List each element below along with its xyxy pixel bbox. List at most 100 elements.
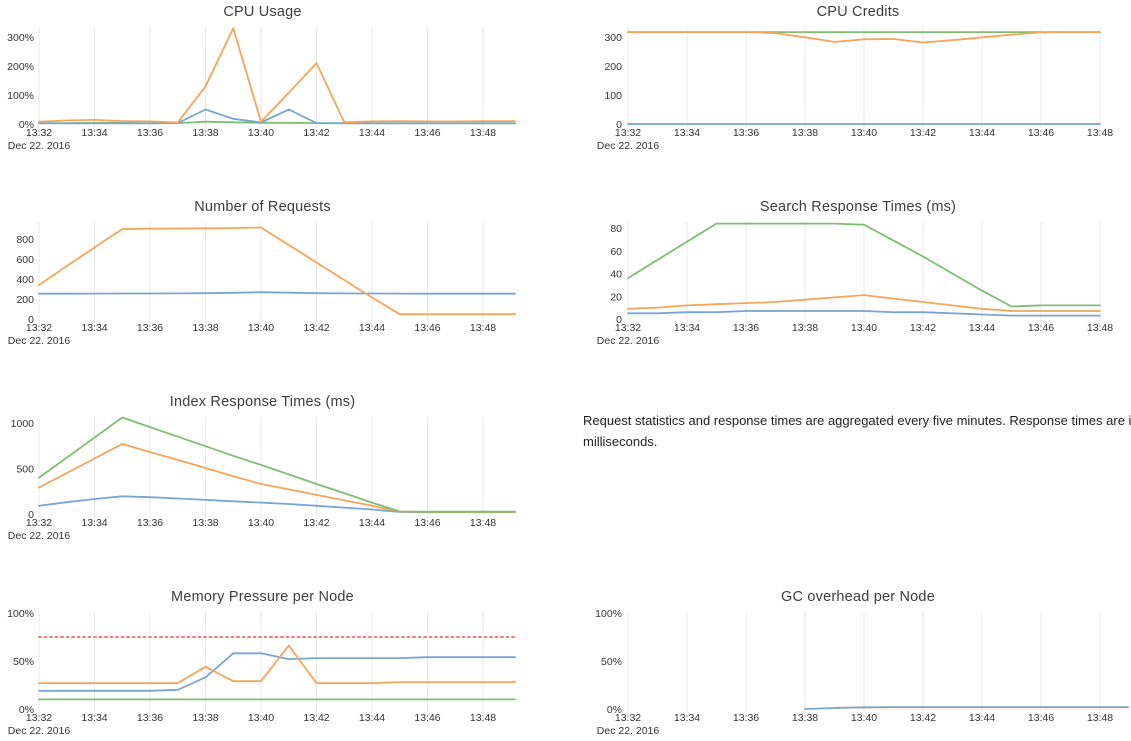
series-blue-line	[38, 108, 516, 125]
x-axis-tick-label: 13:36	[137, 712, 163, 724]
x-axis-tick-label: 13:46	[1028, 322, 1054, 334]
x-axis-date-label: Dec 22. 2016	[8, 725, 71, 737]
series-orange-line	[38, 443, 516, 513]
series-green-line	[38, 416, 516, 513]
y-axis-tick-label: 80	[610, 223, 622, 235]
x-axis-tick-label: 13:40	[248, 322, 274, 334]
x-axis-tick-label: 13:32	[26, 712, 52, 724]
chart-cpu-usage: CPU Usage 0% 100% 200% 300% 13:32 13:34 13:36 13…	[0, 0, 565, 160]
series-orange-line	[38, 644, 516, 684]
x-axis-tick-label: 13:36	[733, 322, 759, 334]
x-axis-tick-label: 13:48	[470, 712, 496, 724]
series-orange-line	[627, 31, 1101, 44]
y-axis-tick-label: 0	[28, 314, 34, 326]
y-axis-tick-label: 800	[16, 234, 34, 246]
plot-area-cpu-usage[interactable]: 0% 100% 200% 300% 13:32 13:34 13:36 13:38 13:40 1…	[0, 0, 565, 160]
x-axis-tick-label: 13:34	[674, 127, 700, 139]
x-axis-tick-label: 13:40	[248, 517, 274, 529]
y-axis-tick-label: 100%	[595, 608, 622, 620]
x-axis-date-label: Dec 22. 2016	[597, 140, 660, 152]
chart-title-cpu-usage: CPU Usage	[223, 4, 302, 20]
chart-search-response-times: Search Response Times (ms) 0 20 40 60 80 13:32…	[565, 195, 1131, 355]
series-blue-line	[38, 495, 516, 514]
x-axis-tick-label: 13:44	[359, 712, 385, 724]
chart-title-memory-pressure-per-node: Memory Pressure per Node	[171, 589, 354, 605]
y-axis-tick-label: 50%	[601, 656, 622, 668]
x-axis-tick-label: 13:48	[1087, 127, 1113, 139]
x-axis-tick-label: 13:38	[192, 712, 218, 724]
chart-title-cpu-credits: CPU Credits	[816, 4, 900, 20]
x-axis-tick-label: 13:36	[733, 127, 759, 139]
y-axis-tick-label: 40	[610, 269, 622, 281]
x-axis-tick-label: 13:32	[26, 517, 52, 529]
y-axis-tick-label: 200%	[7, 61, 34, 73]
x-axis-tick-label: 13:38	[192, 322, 218, 334]
x-axis-tick-label: 13:40	[851, 712, 877, 724]
plot-area-memory-pressure-per-node[interactable]: 0% 50% 100% 13:32 13:34 13:36 13:38 13:40 13:42 1…	[0, 585, 565, 741]
x-axis-tick-label: 13:34	[674, 712, 700, 724]
x-axis-tick-label: 13:46	[414, 517, 440, 529]
x-axis-tick-label: 13:48	[470, 517, 496, 529]
plot-area-gc-overhead-per-node[interactable]: 0% 50% 100% 13:32 13:34 13:36 13:38 13:40 13:42 1…	[565, 585, 1131, 741]
x-axis-tick-label: 13:42	[303, 127, 329, 139]
chart-index-response-times: Index Response Times (ms) 0 500 1000 13:32 13…	[0, 390, 565, 550]
x-axis-date-label: Dec 22. 2016	[597, 335, 660, 347]
x-axis-tick-label: 13:46	[1028, 127, 1054, 139]
y-axis-tick-label: 0	[616, 314, 622, 326]
chart-gc-overhead-per-node: GC overhead per Node 0% 50% 100% 13:32 13:34 1…	[565, 585, 1131, 741]
series-blue-line	[38, 652, 516, 692]
chart-title-search-response-times: Search Response Times (ms)	[759, 199, 957, 215]
x-axis-tick-label: 13:32	[26, 127, 52, 139]
chart-title-index-response-times: Index Response Times (ms)	[169, 394, 356, 410]
y-axis-tick-label: 200	[16, 294, 34, 306]
x-axis-date-label: Dec 22. 2016	[8, 335, 71, 347]
x-axis-tick-label: 13:46	[414, 127, 440, 139]
chart-cpu-credits: CPU Credits 0 100 200 300 13:32 13:34 13:36 13:3…	[565, 0, 1131, 160]
y-axis-tick-label: 300%	[7, 32, 34, 44]
y-axis-tick-label: 60	[610, 246, 622, 258]
x-axis-tick-label: 13:40	[248, 712, 274, 724]
x-axis-tick-label: 13:42	[910, 712, 936, 724]
x-axis-tick-label: 13:48	[1087, 712, 1113, 724]
x-axis-date-label: Dec 22. 2016	[597, 725, 660, 737]
y-axis-tick-label: 100	[604, 90, 622, 102]
x-axis-tick-label: 13:38	[792, 127, 818, 139]
y-axis-tick-label: 600	[16, 254, 34, 266]
chart-memory-pressure-per-node: Memory Pressure per Node 0% 50% 100% 13:32 13…	[0, 585, 565, 741]
y-axis-tick-label: 100%	[7, 608, 34, 620]
x-axis-tick-label: 13:36	[733, 712, 759, 724]
y-axis-tick-label: 300	[604, 32, 622, 44]
x-axis-tick-label: 13:34	[81, 517, 107, 529]
x-axis-tick-label: 13:42	[910, 127, 936, 139]
y-axis-tick-label: 0	[28, 509, 34, 521]
x-axis-tick-label: 13:32	[26, 322, 52, 334]
x-axis-tick-label: 13:42	[303, 712, 329, 724]
plot-area-cpu-credits[interactable]: 0 100 200 300 13:32 13:34 13:36 13:38 13:40 13:42…	[565, 0, 1131, 160]
x-axis-tick-label: 13:40	[851, 322, 877, 334]
plot-area-index-response-times[interactable]: 0 500 1000 13:32 13:34 13:36 13:38 13:40 13:42 13…	[0, 390, 565, 550]
x-axis-tick-label: 13:44	[969, 322, 995, 334]
y-axis-tick-label: 20	[610, 291, 622, 303]
chart-number-of-requests: Number of Requests 0 200 400 600 800 13:32 13:3…	[0, 195, 565, 355]
y-axis-tick-label: 0%	[607, 704, 622, 716]
aggregation-note: Request statistics and response times ar…	[583, 413, 1131, 449]
x-axis-tick-label: 13:42	[303, 322, 329, 334]
x-axis-tick-label: 13:38	[792, 322, 818, 334]
x-axis-tick-label: 13:48	[470, 322, 496, 334]
x-axis-tick-label: 13:36	[137, 322, 163, 334]
plot-area-number-of-requests[interactable]: 0 200 400 600 800 13:32 13:34 13:36 13:38 13:40 13…	[0, 195, 565, 355]
y-axis-tick-label: 0%	[19, 119, 34, 131]
chart-title-number-of-requests: Number of Requests	[194, 199, 331, 215]
series-blue-line	[627, 310, 1101, 317]
x-axis-tick-label: 13:34	[81, 322, 107, 334]
y-axis-tick-label: 500	[16, 464, 34, 476]
y-axis-tick-label: 200	[604, 61, 622, 73]
chart-title-gc-overhead-per-node: GC overhead per Node	[781, 589, 935, 605]
x-axis-tick-label: 13:44	[969, 127, 995, 139]
x-axis-tick-label: 13:32	[615, 322, 641, 334]
x-axis-tick-label: 13:44	[969, 712, 995, 724]
plot-area-search-response-times[interactable]: 0 20 40 60 80 13:32 13:34 13:36 13:38 13:40 13:42 1…	[565, 195, 1131, 355]
y-axis-tick-label: 0	[616, 119, 622, 131]
x-axis-tick-label: 13:42	[910, 322, 936, 334]
